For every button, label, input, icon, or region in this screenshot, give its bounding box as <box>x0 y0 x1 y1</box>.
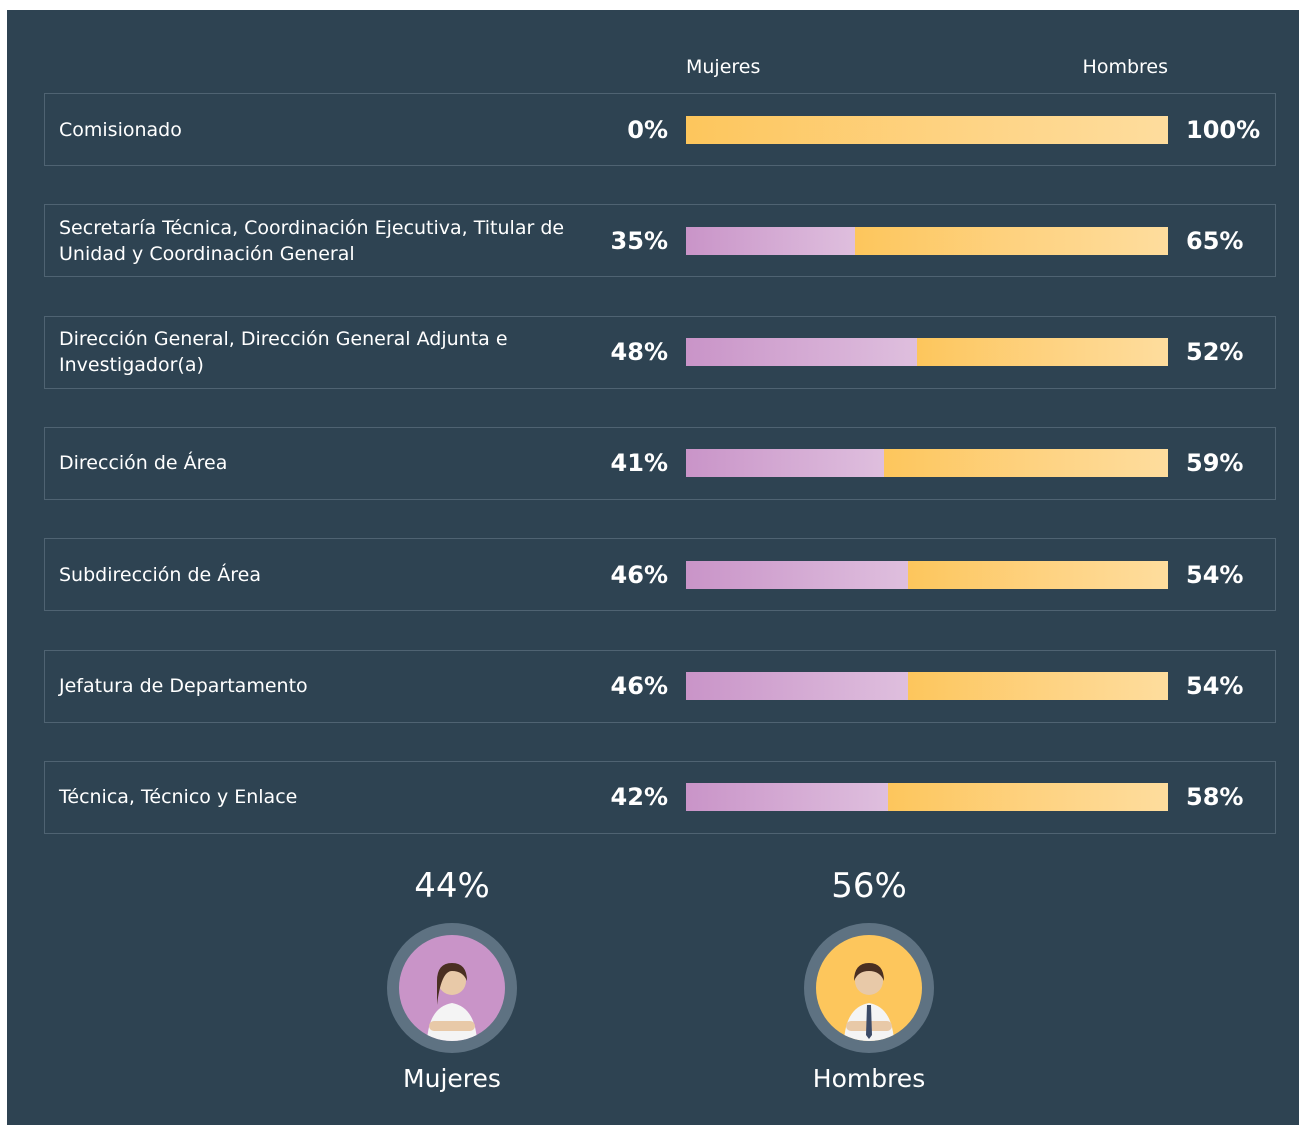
bar-segment <box>907 560 1168 589</box>
value-label: 48% <box>610 338 668 367</box>
hair <box>437 963 467 1005</box>
bar-segment <box>686 449 884 478</box>
row-box <box>44 93 1276 166</box>
total-name: Hombres <box>812 1064 926 1093</box>
bar-segment <box>686 560 908 589</box>
value-label: 100% <box>1186 115 1261 144</box>
bar-segment <box>686 226 855 255</box>
value-label: 58% <box>1186 783 1244 812</box>
value-label: 54% <box>1186 560 1244 589</box>
row-box <box>44 426 1276 500</box>
row-box <box>44 204 1276 278</box>
hair <box>854 963 884 981</box>
category-label: Secretaría Técnica, Coordinación Ejecuti… <box>59 216 565 265</box>
avatar-ring <box>804 923 934 1053</box>
value-label: 0% <box>627 115 668 144</box>
arms <box>429 1021 475 1031</box>
value-label: 46% <box>610 560 668 589</box>
avatar-ring <box>387 923 517 1053</box>
value-label: 52% <box>1186 338 1244 367</box>
category-label: Técnica, Técnico y Enlace <box>59 786 298 809</box>
avatar <box>816 935 922 1041</box>
avatar <box>399 935 505 1041</box>
value-label: 59% <box>1186 449 1244 478</box>
tie <box>866 1005 872 1039</box>
bar-segment <box>686 672 908 700</box>
bar-segment <box>883 449 1168 478</box>
value-label: 46% <box>610 672 668 700</box>
legend-label: Hombres <box>1082 56 1168 78</box>
face <box>855 967 883 995</box>
row-box <box>44 760 1276 834</box>
value-label: 41% <box>610 449 668 478</box>
person-icon <box>844 963 894 1041</box>
total-value: 56% <box>831 866 907 906</box>
value-label: 65% <box>1186 226 1244 255</box>
bar-segment <box>686 115 1168 144</box>
value-label: 54% <box>1186 672 1244 700</box>
bar-segment <box>888 783 1168 812</box>
legend-label: Mujeres <box>686 56 761 78</box>
row-box <box>44 649 1276 723</box>
bar-segment <box>686 783 889 812</box>
value-label: 42% <box>610 783 668 812</box>
person-icon <box>427 963 477 1041</box>
category-label: Jefatura de Departamento <box>59 675 308 697</box>
value-label: 35% <box>610 226 668 255</box>
row-box <box>44 538 1276 612</box>
bar-segment <box>917 338 1168 367</box>
category-label: Subdirección de Área <box>59 563 261 586</box>
category-label: Comisionado <box>59 118 182 141</box>
bar-segment <box>907 672 1168 700</box>
total-value: 44% <box>414 866 490 906</box>
bar-segment <box>686 338 918 367</box>
total-name: Mujeres <box>403 1064 501 1093</box>
bar-segment <box>854 226 1168 255</box>
category-label: Dirección de Área <box>59 452 228 475</box>
row-box <box>44 315 1276 389</box>
category-label: Dirección General, Dirección General Adj… <box>59 328 508 377</box>
